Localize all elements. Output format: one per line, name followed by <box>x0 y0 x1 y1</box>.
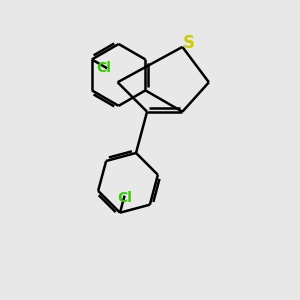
Text: Cl: Cl <box>96 61 111 75</box>
Text: Cl: Cl <box>117 191 132 205</box>
Text: S: S <box>183 34 195 52</box>
